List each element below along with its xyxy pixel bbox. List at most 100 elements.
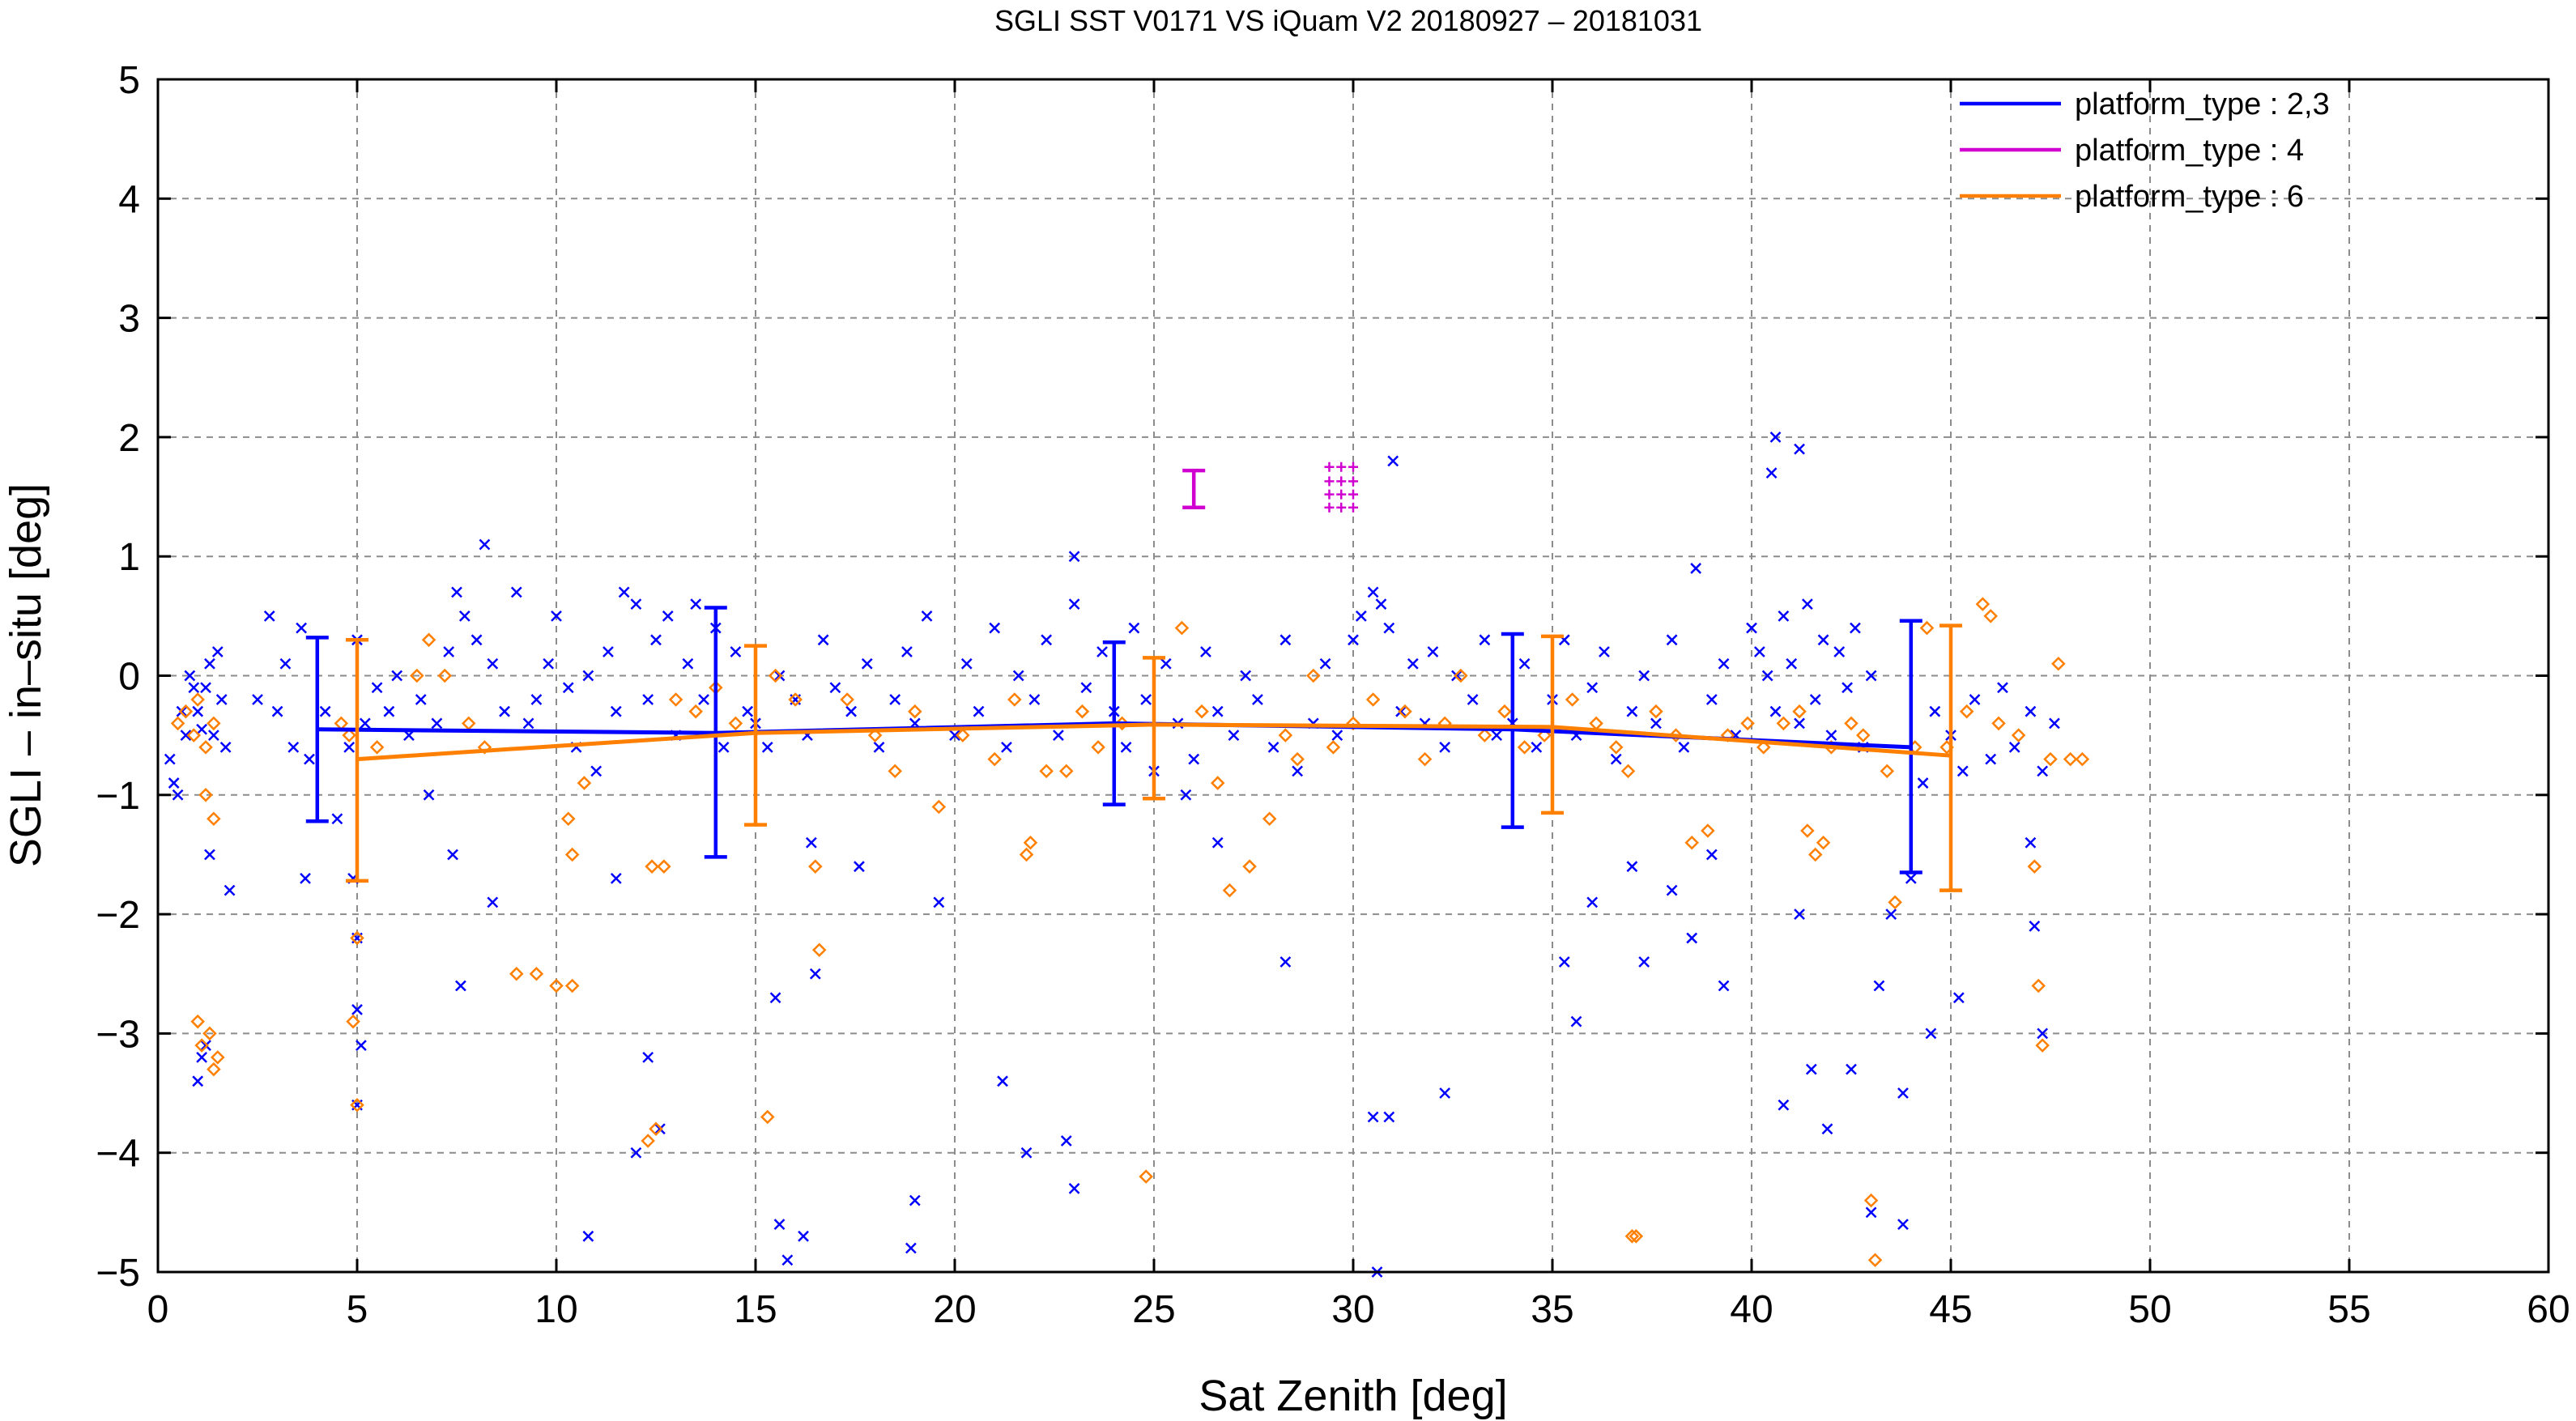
chart-title: SGLI SST V0171 VS iQuam V2 20180927 – 20… xyxy=(994,4,1702,37)
y-tick-label: −4 xyxy=(96,1133,140,1176)
data-point xyxy=(451,586,462,598)
data-point xyxy=(1718,980,1730,992)
data-point xyxy=(287,741,300,753)
data-point xyxy=(1740,716,1755,731)
data-point xyxy=(773,1219,786,1230)
data-point xyxy=(1375,598,1387,611)
data-point xyxy=(371,682,383,694)
data-point xyxy=(1336,502,1347,513)
data-point xyxy=(1608,740,1624,755)
data-point xyxy=(1451,670,1463,682)
data-point xyxy=(1028,694,1041,705)
error-bar xyxy=(1541,634,1564,815)
data-point xyxy=(657,859,671,874)
data-point xyxy=(717,741,730,753)
data-point xyxy=(809,968,821,980)
data-point xyxy=(1039,764,1054,779)
x-tick-label: 20 xyxy=(933,1288,976,1331)
data-point xyxy=(1929,705,1941,717)
data-point xyxy=(829,682,841,694)
series-2-summary xyxy=(1182,468,1206,510)
data-point xyxy=(1888,895,1902,910)
data-point xyxy=(1705,849,1718,861)
gridlines xyxy=(158,79,2548,1272)
data-point xyxy=(1174,620,1190,636)
data-point xyxy=(1290,751,1305,767)
data-point xyxy=(1959,704,1974,719)
data-point xyxy=(742,705,754,717)
data-point xyxy=(271,705,283,717)
data-point xyxy=(901,646,913,657)
data-point xyxy=(610,873,622,884)
data-point xyxy=(1629,1229,1644,1244)
data-point xyxy=(1068,1183,1080,1194)
data-point xyxy=(1769,432,1782,443)
data-point xyxy=(204,657,215,670)
data-point xyxy=(391,670,403,682)
data-point xyxy=(470,634,483,646)
data-point xyxy=(219,741,232,753)
data-point xyxy=(650,634,662,646)
data-point xyxy=(577,776,592,790)
data-point xyxy=(198,740,213,755)
data-point xyxy=(590,765,602,777)
data-point xyxy=(543,657,555,670)
x-tick-label: 40 xyxy=(1730,1288,1773,1331)
y-tick-label: −2 xyxy=(96,894,140,937)
data-point xyxy=(1211,705,1224,717)
data-point xyxy=(630,1147,642,1159)
data-point xyxy=(2049,717,2060,730)
error-bar xyxy=(1501,632,1524,829)
data-point xyxy=(211,646,224,657)
y-tick-label: 4 xyxy=(118,178,140,221)
x-tick-label: 15 xyxy=(734,1288,777,1331)
data-point xyxy=(682,657,694,670)
data-point xyxy=(356,1040,367,1052)
data-point xyxy=(1348,502,1358,513)
data-point xyxy=(2075,751,2090,767)
data-point xyxy=(1919,620,1935,636)
data-point xyxy=(1997,682,2008,694)
data-point xyxy=(1586,682,1599,694)
data-point xyxy=(369,740,385,755)
data-point xyxy=(1331,730,1343,742)
data-point xyxy=(207,730,219,742)
data-point xyxy=(1060,1135,1072,1147)
data-point xyxy=(688,704,703,719)
data-point xyxy=(2063,751,2078,767)
error-bar xyxy=(346,638,368,883)
data-point xyxy=(873,741,885,753)
data-point xyxy=(1985,753,1997,765)
data-point xyxy=(196,723,208,735)
data-point xyxy=(190,692,205,707)
data-point xyxy=(773,670,786,682)
data-point xyxy=(1497,704,1512,719)
data-point xyxy=(1626,705,1638,717)
data-point xyxy=(973,705,985,717)
data-point xyxy=(421,632,436,648)
data-point xyxy=(346,1014,360,1029)
y-tick-label: −1 xyxy=(96,775,140,818)
data-point xyxy=(458,610,470,622)
data-point xyxy=(1570,1015,1582,1027)
data-point xyxy=(1794,443,1805,455)
data-point xyxy=(1324,462,1335,472)
data-point xyxy=(1091,740,1105,755)
data-point xyxy=(1210,776,1225,790)
data-point xyxy=(510,586,522,598)
data-point xyxy=(207,1061,221,1077)
data-point xyxy=(1001,741,1012,753)
data-point xyxy=(960,657,973,670)
data-point xyxy=(200,1040,211,1052)
x-tick-label: 10 xyxy=(534,1288,577,1331)
data-point xyxy=(1846,1063,1857,1075)
data-point xyxy=(1398,704,1412,719)
data-point xyxy=(949,730,960,742)
data-point xyxy=(1324,489,1335,500)
data-point xyxy=(1610,753,1622,765)
data-point xyxy=(1925,1027,1937,1040)
data-point xyxy=(1383,1111,1395,1123)
data-point xyxy=(1023,835,1038,850)
data-point xyxy=(1096,646,1108,657)
